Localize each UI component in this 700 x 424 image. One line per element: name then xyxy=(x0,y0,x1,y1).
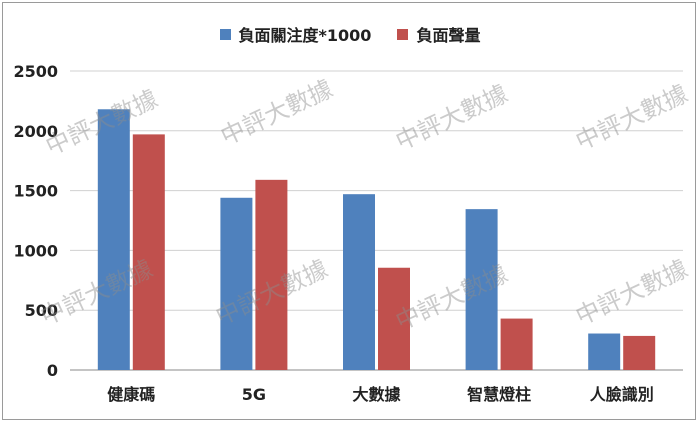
bar-series-2 xyxy=(255,179,288,370)
x-tick-label: 人臉識別 xyxy=(590,385,654,404)
watermark: 中評大數據 xyxy=(216,75,337,151)
watermark: 中評大數據 xyxy=(571,80,692,156)
bar-series-1 xyxy=(343,194,375,370)
legend-item-series-1: 負面關注度*1000 xyxy=(219,22,372,46)
bar-series-1 xyxy=(97,109,130,370)
legend-label-series-1: 負面關注度*1000 xyxy=(238,26,372,45)
y-tick-label: 2000 xyxy=(13,122,58,141)
y-tick-label: 1000 xyxy=(13,241,58,260)
watermark: 中評大數據 xyxy=(571,255,692,331)
bar-series-1 xyxy=(220,197,253,370)
bar-series-2 xyxy=(623,335,656,370)
x-tick-label: 健康碼 xyxy=(107,385,155,404)
bar-series-1 xyxy=(588,333,621,370)
legend: 負面關注度*1000 負面聲量 xyxy=(0,22,700,46)
watermark: 中評大數據 xyxy=(391,80,512,156)
legend-swatch-series-2 xyxy=(397,28,409,40)
legend-swatch-series-1 xyxy=(219,28,231,40)
y-tick-label: 2500 xyxy=(13,62,58,81)
legend-label-series-2: 負面聲量 xyxy=(416,26,481,45)
y-tick-label: 1500 xyxy=(13,182,58,201)
bar-series-2 xyxy=(132,134,165,370)
bar-series-2 xyxy=(378,267,410,370)
y-tick-label: 0 xyxy=(47,361,58,380)
bar-series-1 xyxy=(465,209,498,370)
x-tick-label: 智慧燈柱 xyxy=(467,385,531,404)
legend-item-series-2: 負面聲量 xyxy=(397,22,480,46)
y-tick-label: 500 xyxy=(25,301,58,320)
x-tick-label: 大數據 xyxy=(352,385,401,404)
bar-series-2 xyxy=(500,318,533,370)
x-tick-label: 5G xyxy=(242,385,266,404)
